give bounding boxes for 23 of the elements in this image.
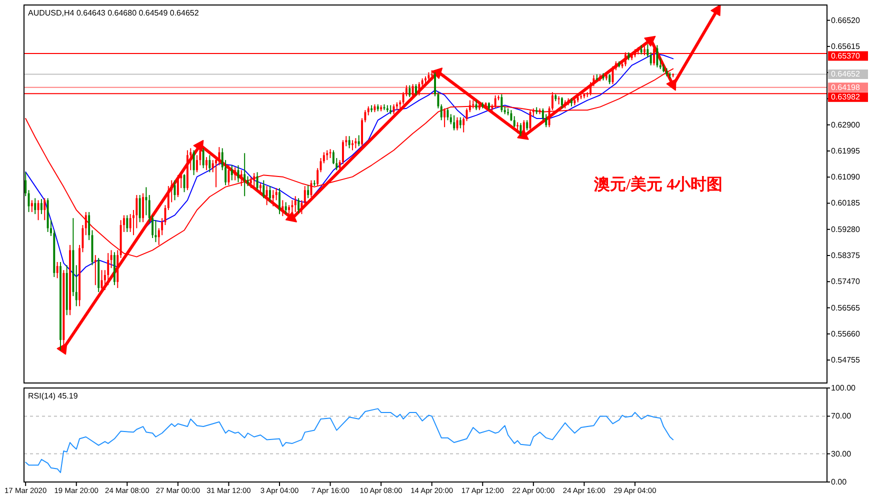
chart-title: AUDUSD,H4 0.64643 0.64680 0.64549 0.64652 [28,8,200,18]
y-tick-label: 0.56565 [831,303,860,312]
y-tick-label: 0.61995 [831,146,860,156]
annotation: 澳元/美元 4小时图 [593,174,723,194]
y-tick-label: 0.00 [831,478,848,486]
y-tick-label: 0.61090 [831,172,860,182]
y-tick-label: 100.00 [831,384,856,392]
y-tick-label: 30.00 [831,449,852,458]
ref-line-label: 0.64652 [831,70,860,79]
ref-line-label: 0.64198 [831,82,860,92]
y-tick-label: 70.00 [831,412,852,421]
y-tick-label: 0.55660 [831,329,860,338]
y-tick-label: 0.62900 [831,120,860,130]
y-tick-label: 0.59280 [831,224,860,234]
ref-line-label: 0.63982 [831,92,860,102]
y-tick-label: 0.58375 [831,251,860,260]
y-tick-label: 0.60185 [831,198,860,208]
y-tick-label: 0.57470 [831,277,860,286]
y-tick-label: 0.54755 [831,356,860,365]
y-tick-label: 0.66520 [831,16,860,25]
y-tick-label: 0.65615 [831,42,860,51]
chart-title: RSI(14) 45.19 [28,392,78,400]
ref-line-label: 0.65370 [831,51,860,60]
